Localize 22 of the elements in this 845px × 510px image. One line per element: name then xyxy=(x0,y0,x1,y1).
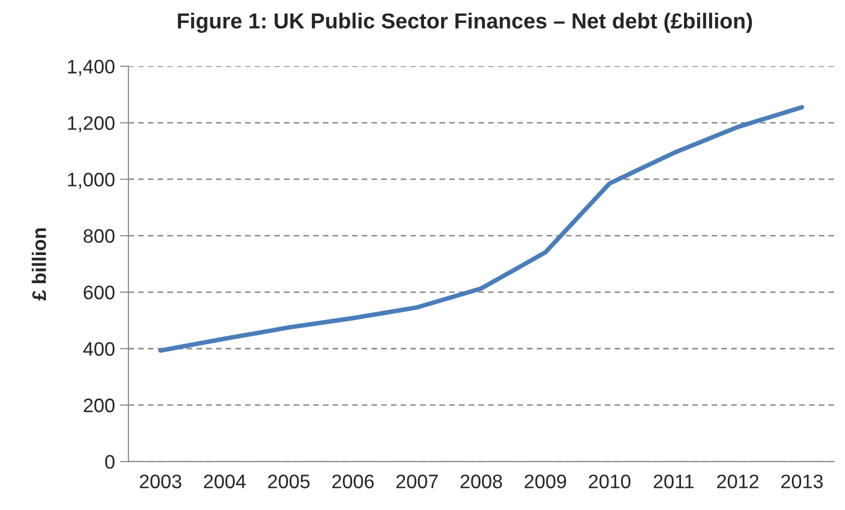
x-tick-label: 2005 xyxy=(268,474,310,488)
y-tick-label: 400 xyxy=(83,342,114,356)
chart-title: Figure 1: UK Public Sector Finances – Net debt (£billion) xyxy=(178,12,752,33)
x-tick-label: 2004 xyxy=(204,474,246,488)
line-series xyxy=(158,105,804,353)
y-tick-label: 600 xyxy=(84,286,114,300)
x-tick-label: 2006 xyxy=(332,474,374,488)
y-tick-label: 200 xyxy=(84,398,114,412)
x-tick-label: 2007 xyxy=(396,474,438,488)
x-tick-label: 2013 xyxy=(781,474,823,488)
y-tick-label: 1,400 xyxy=(68,60,114,76)
y-tick-label: 1,000 xyxy=(68,172,114,189)
x-tick-label: 2011 xyxy=(654,474,694,488)
x-tick-label: 2008 xyxy=(460,474,502,488)
y-axis-title: £ billion xyxy=(32,228,46,300)
y-tick-label: 1,200 xyxy=(68,116,114,132)
x-tick-label: 2003 xyxy=(140,474,182,488)
x-tick-label: 2010 xyxy=(588,474,630,488)
x-tick-label: 2012 xyxy=(717,474,758,488)
y-tick-label: 0 xyxy=(105,455,114,469)
x-tick-label: 2009 xyxy=(524,474,566,488)
y-tick-label: 800 xyxy=(84,229,114,243)
